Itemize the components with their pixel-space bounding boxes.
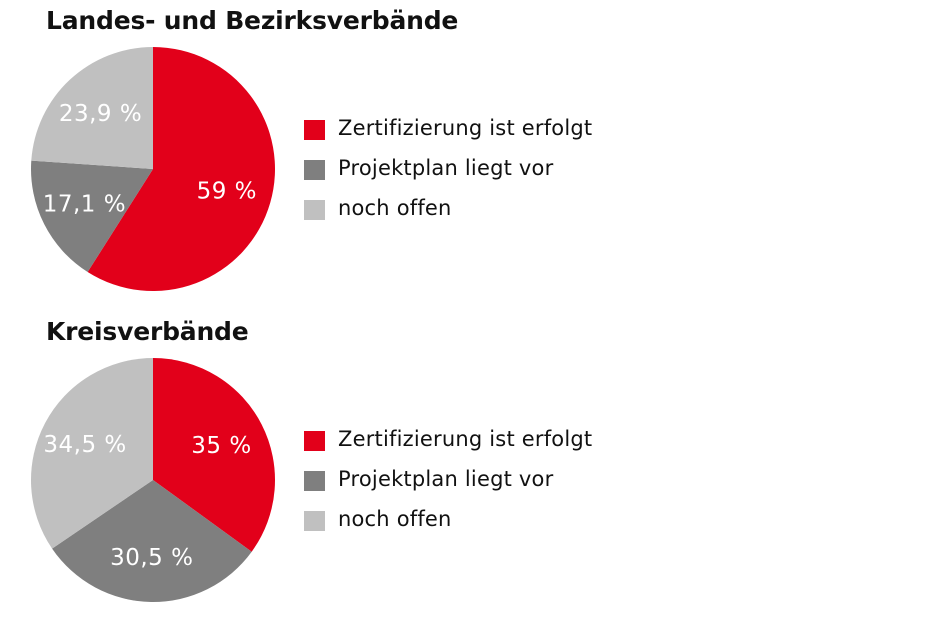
slice-label-projektplan: 17,1 % (43, 192, 126, 218)
legend-swatch (304, 200, 325, 220)
legend-swatch (304, 431, 325, 451)
legend-label: noch offen (338, 196, 452, 220)
pie-slice-offen (31, 358, 153, 549)
slice-label-projektplan: 30,5 % (110, 545, 193, 571)
legend-label: Zertifizierung ist erfolgt (338, 116, 593, 140)
chart-kreisverbaende: Kreisverbände 35 % 30,5 % 34,5 % Zertifizi… (0, 317, 930, 617)
slice-label-offen: 34,5 % (43, 432, 126, 458)
legend-label: Projektplan liegt vor (338, 156, 554, 180)
pie-chart: 35 % 30,5 % 34,5 % (31, 358, 275, 602)
chart-landes-bezirksverbaende: Landes- und Bezirksverbände 59 % 17,1 % 23… (0, 6, 930, 306)
pie-slice-projektplan (31, 160, 153, 273)
legend-label: Zertifizierung ist erfolgt (338, 427, 593, 451)
pie-slice-projektplan (52, 480, 252, 602)
legend-swatch (304, 120, 325, 140)
legend-label: Projektplan liegt vor (338, 467, 554, 491)
slice-label-zertifiziert: 35 % (191, 433, 251, 459)
pie-slice-offen (31, 47, 153, 169)
legend-swatch (304, 160, 325, 180)
legend-swatch (304, 511, 325, 531)
pie-slice-zertifiziert (153, 358, 275, 552)
legend-swatch (304, 471, 325, 491)
chart-title: Landes- und Bezirksverbände (46, 6, 459, 35)
slice-label-offen: 23,9 % (59, 101, 142, 127)
pie-slice-zertifiziert (87, 47, 276, 291)
chart-title: Kreisverbände (46, 317, 249, 346)
legend-label: noch offen (338, 507, 452, 531)
pie-chart: 59 % 17,1 % 23,9 % (31, 47, 276, 291)
slice-label-zertifiziert: 59 % (197, 178, 257, 204)
